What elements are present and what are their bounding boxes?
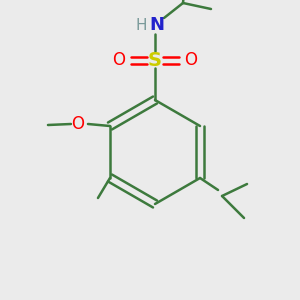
Text: N: N bbox=[149, 16, 164, 34]
Text: S: S bbox=[148, 50, 162, 70]
Text: O: O bbox=[112, 51, 125, 69]
Text: O: O bbox=[184, 51, 197, 69]
Text: O: O bbox=[71, 115, 85, 133]
Text: H: H bbox=[135, 17, 147, 32]
